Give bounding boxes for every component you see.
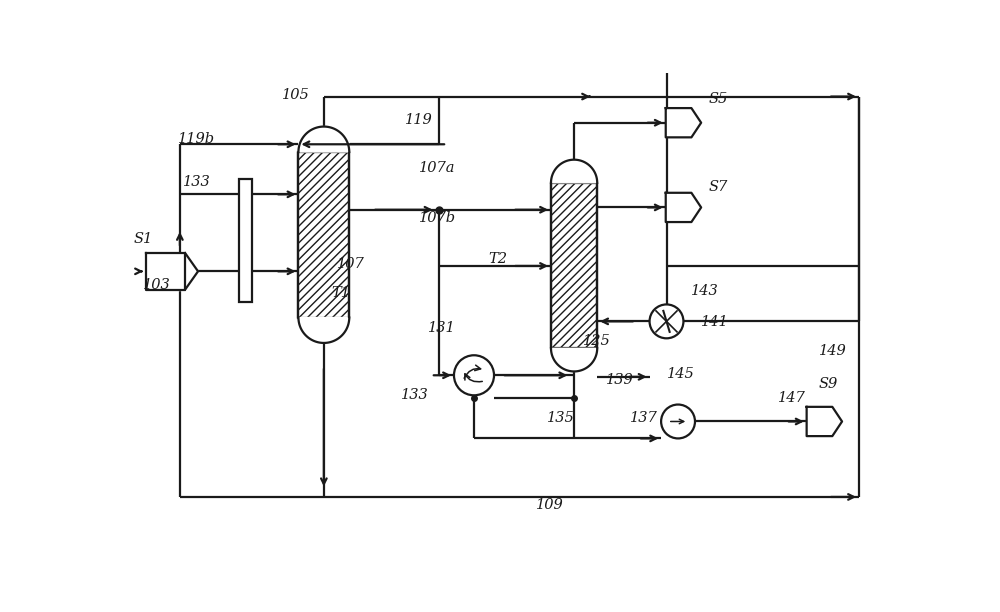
Text: 107a: 107a xyxy=(419,161,455,175)
Text: 125: 125 xyxy=(583,334,611,348)
Text: 109: 109 xyxy=(536,498,563,512)
Polygon shape xyxy=(551,160,597,183)
Circle shape xyxy=(650,304,683,338)
Text: S9: S9 xyxy=(819,376,838,390)
Text: 131: 131 xyxy=(428,321,456,335)
Text: S5: S5 xyxy=(709,92,728,106)
Polygon shape xyxy=(298,127,349,152)
Text: 139: 139 xyxy=(606,373,634,387)
Text: 133: 133 xyxy=(401,388,429,402)
Polygon shape xyxy=(666,193,701,222)
Text: 119: 119 xyxy=(405,113,432,127)
Text: S1: S1 xyxy=(134,232,153,246)
Text: S7: S7 xyxy=(709,181,728,195)
Text: 145: 145 xyxy=(666,367,694,381)
Polygon shape xyxy=(551,348,597,371)
Text: 103: 103 xyxy=(143,278,171,292)
Text: 107: 107 xyxy=(337,257,365,271)
Text: 107b: 107b xyxy=(419,211,456,225)
Polygon shape xyxy=(185,253,198,289)
Bar xyxy=(298,152,349,318)
Circle shape xyxy=(661,405,695,438)
Text: 105: 105 xyxy=(282,88,309,102)
Bar xyxy=(551,183,597,348)
Text: 135: 135 xyxy=(547,411,575,425)
Circle shape xyxy=(454,355,494,395)
Polygon shape xyxy=(146,253,185,289)
Text: 133: 133 xyxy=(183,175,211,189)
Text: 141: 141 xyxy=(701,315,729,329)
Text: T2: T2 xyxy=(488,252,507,266)
Text: T1: T1 xyxy=(332,286,351,300)
Polygon shape xyxy=(666,108,701,137)
Text: 119b: 119b xyxy=(178,132,215,146)
Text: 137: 137 xyxy=(630,411,657,425)
Bar xyxy=(239,179,252,302)
Text: 149: 149 xyxy=(819,345,847,359)
Polygon shape xyxy=(298,318,349,343)
Text: 143: 143 xyxy=(691,285,719,298)
Text: 147: 147 xyxy=(778,390,806,405)
Polygon shape xyxy=(807,407,842,436)
